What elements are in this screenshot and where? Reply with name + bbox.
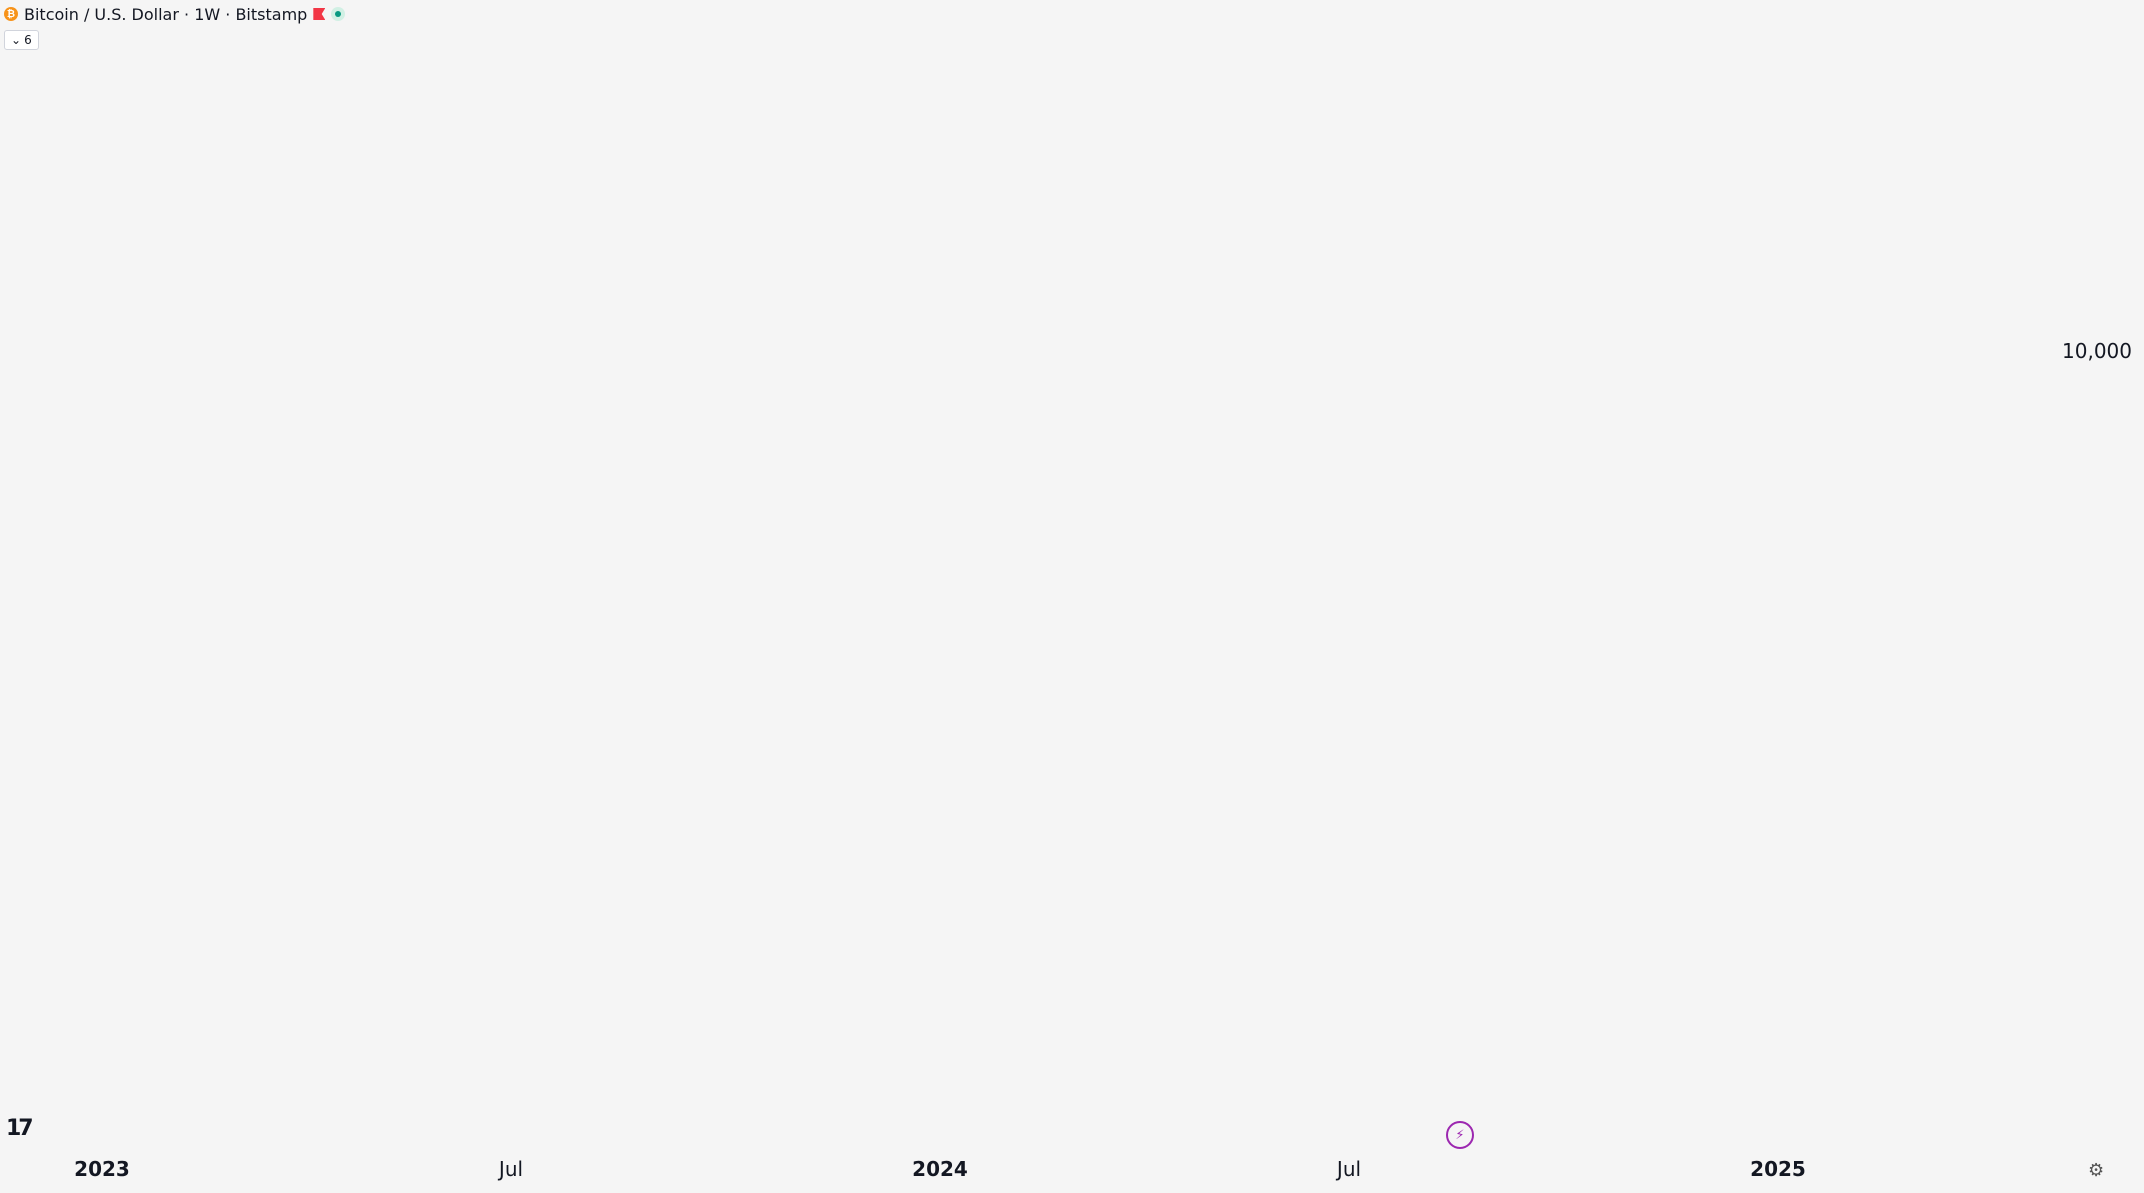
x-tick-label: 2023 xyxy=(74,1157,130,1181)
spark-icon[interactable]: ⚡ xyxy=(1446,1121,1474,1149)
chart-header: ₿ Bitcoin / U.S. Dollar · 1W · Bitstamp xyxy=(4,2,346,26)
x-tick-label: 2024 xyxy=(912,1157,968,1181)
x-tick-label: 2025 xyxy=(1750,1157,1806,1181)
chevron-down-icon: ⌄ xyxy=(11,33,22,47)
flag-icon[interactable] xyxy=(313,8,326,20)
indicator-count: 6 xyxy=(24,33,32,47)
settings-icon[interactable]: ⚙ xyxy=(2088,1160,2105,1181)
indicators-toggle[interactable]: ⌄ 6 xyxy=(4,30,39,50)
x-tick-label: Jul xyxy=(497,1157,523,1181)
market-status-icon[interactable] xyxy=(331,7,346,21)
y-tick-label: 10,000 xyxy=(2062,339,2132,363)
x-tick-label: Jul xyxy=(1335,1157,1361,1181)
bitcoin-icon: ₿ xyxy=(4,7,18,21)
tradingview-logo: 17 xyxy=(6,1116,34,1141)
symbol-title[interactable]: Bitcoin / U.S. Dollar · 1W · Bitstamp xyxy=(24,4,308,24)
